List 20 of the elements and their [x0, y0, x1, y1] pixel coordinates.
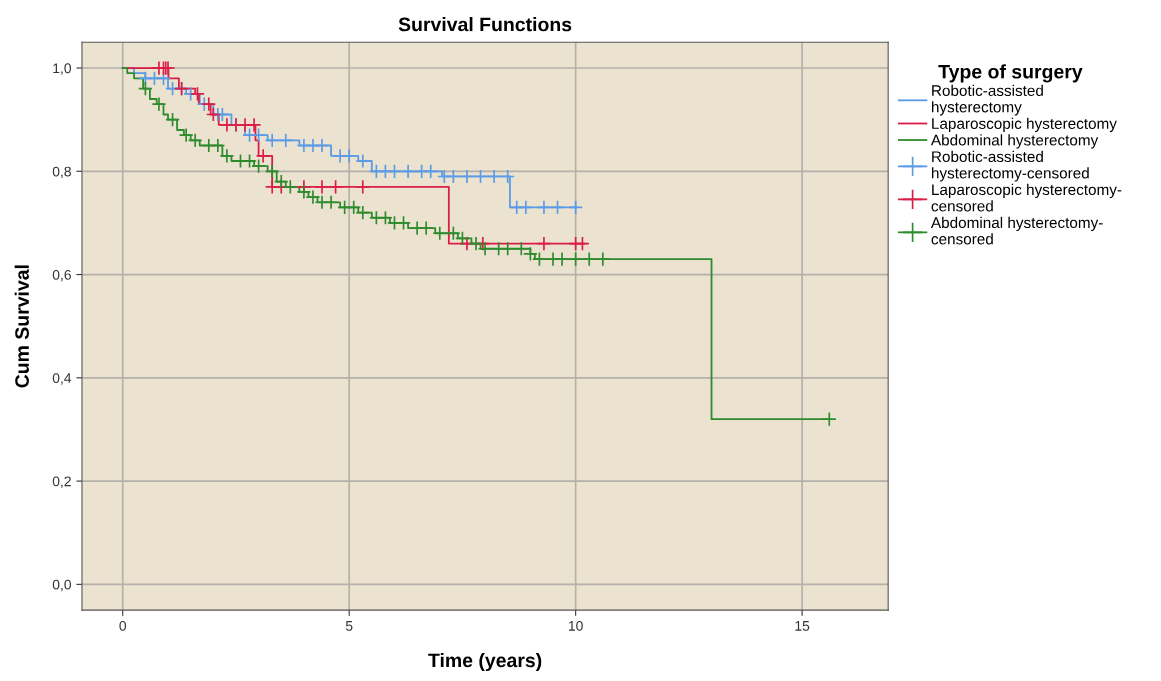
x-tick-label: 0	[119, 620, 127, 631]
y-tick-label: 1,0	[53, 63, 72, 75]
legend-title: Type of surgery	[938, 64, 1083, 83]
y-tick-label: 0,4	[52, 373, 72, 385]
legend-label: Laparoscopic hysterectomy	[932, 117, 1117, 133]
y-axis-title: Cum Survival	[14, 265, 29, 388]
legend-label: Laparoscopic hysterectomy- censored	[931, 183, 1122, 212]
x-axis-title: Time (years)	[428, 652, 542, 672]
y-tick-label: 0,6	[52, 269, 71, 282]
y-tick-label: 0,2	[52, 476, 71, 488]
legend-label: Abdominal hysterectomy	[930, 134, 1099, 149]
legend-label: Robotic-assisted hysterectomy-censored	[932, 150, 1089, 182]
legend-label: Robotic-assisted hysterectomy	[932, 84, 1043, 116]
y-tick-label: 0,8	[52, 166, 71, 179]
chart-title: Survival Functions	[398, 17, 572, 32]
x-tick-label: 15	[795, 621, 810, 631]
x-tick-label: 5	[345, 621, 353, 631]
legend-label: Abdominal hysterectomy- censored	[930, 216, 1103, 245]
y-tick-label: 0,0	[52, 579, 72, 592]
x-tick-label: 10	[568, 620, 583, 631]
